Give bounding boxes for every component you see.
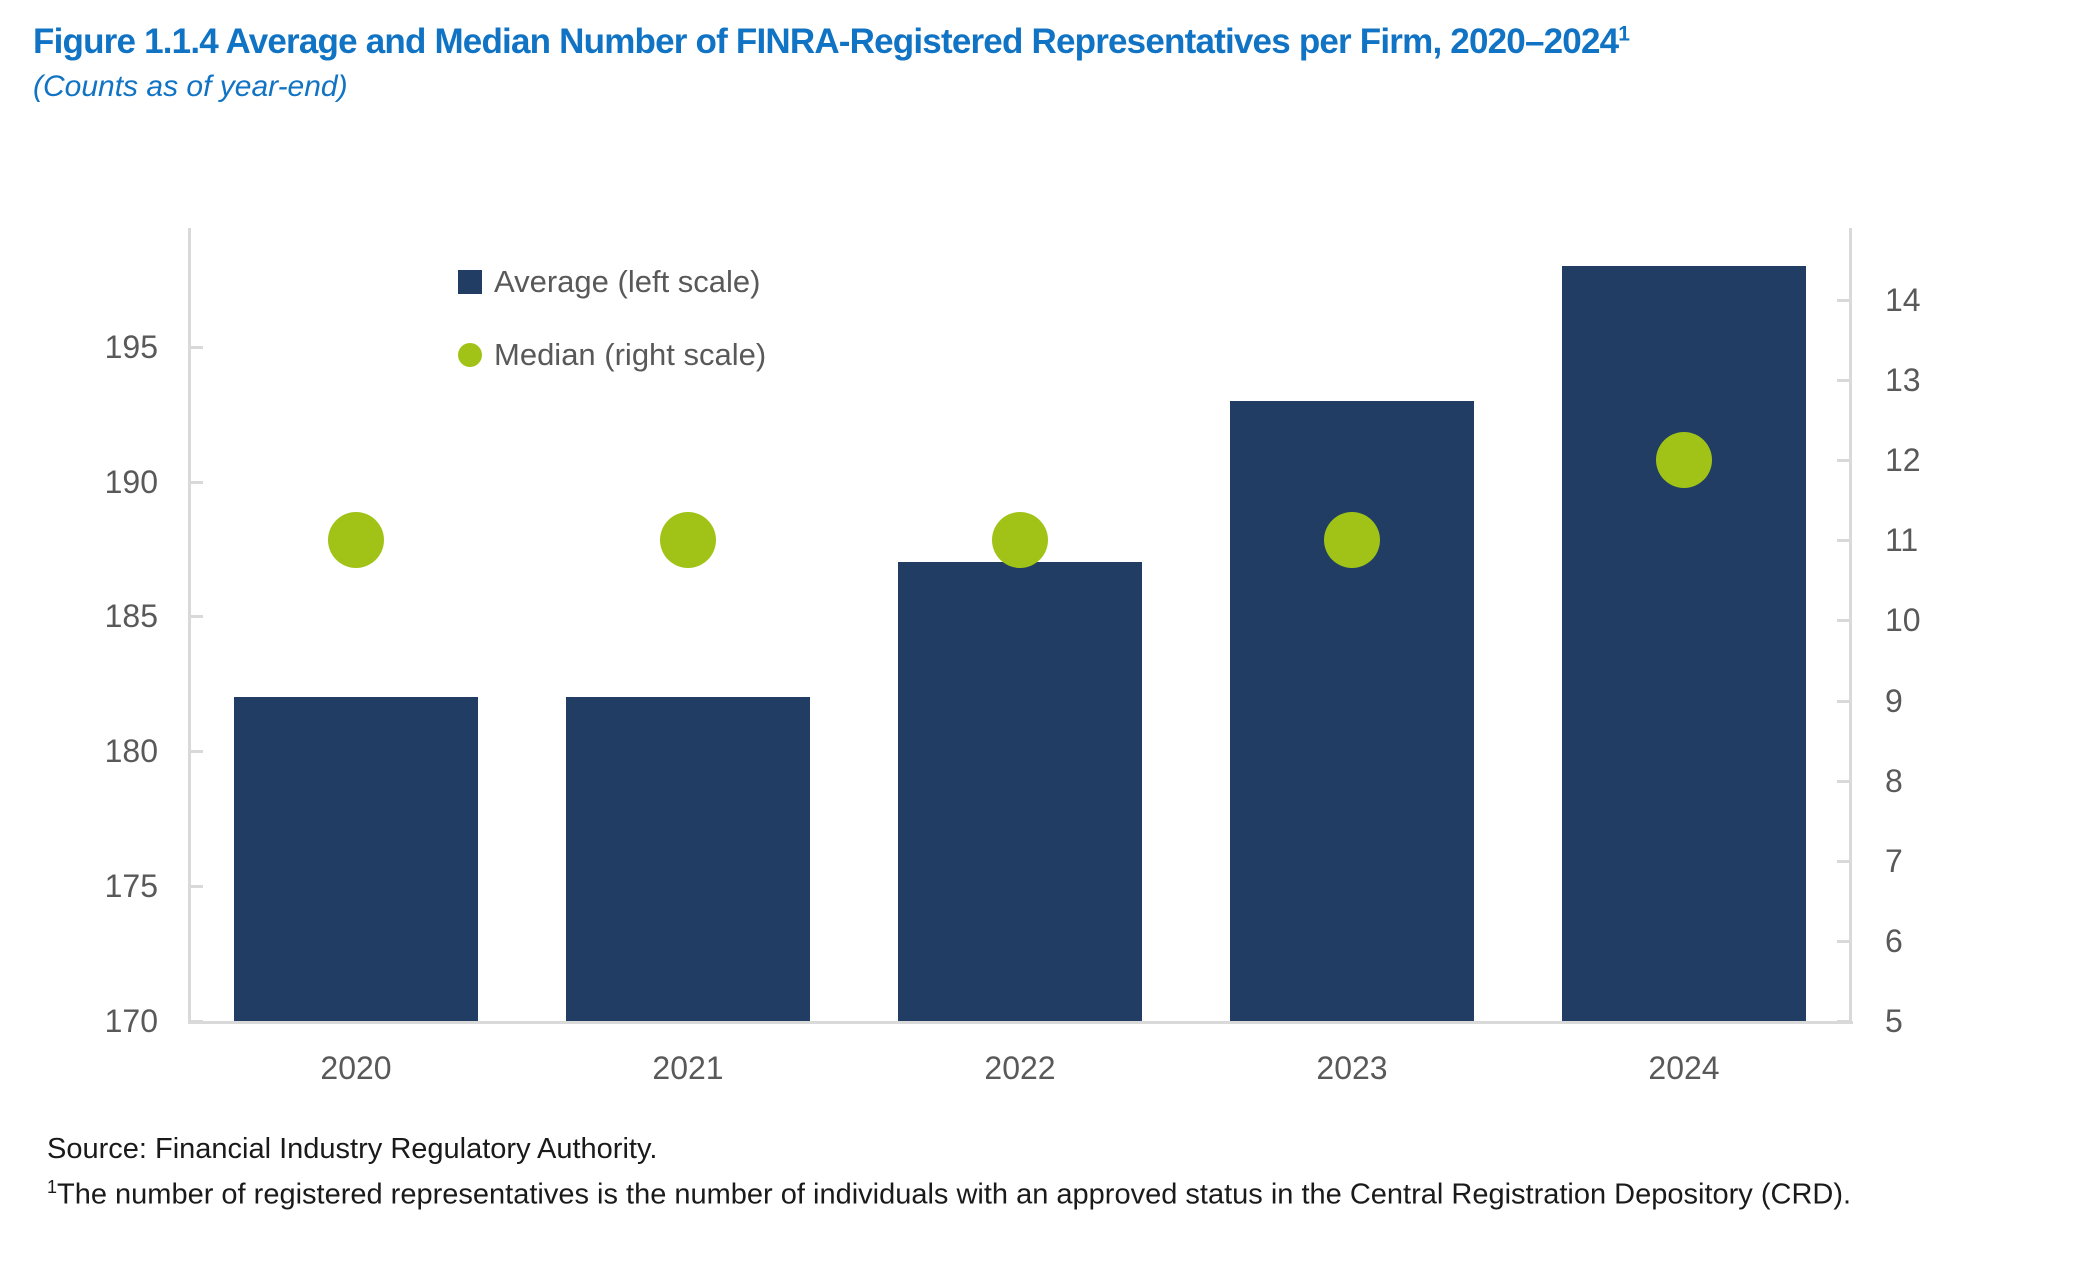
right-y-axis-tick xyxy=(1837,299,1850,303)
left-y-axis-tick-label: 180 xyxy=(104,733,158,770)
average-bar-2022 xyxy=(898,562,1142,1021)
right-y-axis-tick-label: 7 xyxy=(1885,842,1903,879)
right-y-axis-tick xyxy=(1837,539,1850,543)
right-y-axis-tick xyxy=(1837,619,1850,623)
average-bar-2023 xyxy=(1230,400,1474,1021)
chart-legend: Average (left scale) Median (right scale… xyxy=(458,262,766,408)
left-y-axis-tick-label: 195 xyxy=(104,328,158,365)
x-axis-label-2020: 2020 xyxy=(320,1050,392,1086)
right-y-axis-tick-label: 14 xyxy=(1885,282,1921,319)
legend-label-median: Median (right scale) xyxy=(494,337,767,372)
right-y-axis-tick-label: 5 xyxy=(1885,1003,1903,1039)
left-y-axis-tick-label: 175 xyxy=(104,868,158,905)
figure-subtitle: (Counts as of year-end) xyxy=(33,70,348,103)
right-y-axis-tick-label: 9 xyxy=(1885,682,1903,719)
median-dot-2023 xyxy=(1324,512,1380,569)
left-y-axis-tick xyxy=(190,615,203,619)
left-y-axis-tick-label: 190 xyxy=(104,463,158,500)
x-axis-label-2023: 2023 xyxy=(1316,1050,1388,1086)
left-y-axis-tick-label: 170 xyxy=(104,1003,158,1039)
average-bar-2020 xyxy=(234,697,478,1021)
footnote-marker: 1 xyxy=(47,1177,58,1197)
left-y-axis-tick xyxy=(190,480,203,484)
footnote-text: The number of registered representatives… xyxy=(57,1178,1852,1211)
average-bar-2024 xyxy=(1562,265,1806,1021)
right-y-axis-tick-label: 6 xyxy=(1885,922,1903,959)
right-y-axis-tick-label: 11 xyxy=(1885,522,1919,559)
x-axis-label-2021: 2021 xyxy=(652,1050,724,1086)
legend-item-average: Average (left scale) xyxy=(458,262,766,302)
right-y-axis-tick xyxy=(1837,459,1850,463)
median-series-swatch-icon xyxy=(458,343,482,367)
right-y-axis-tick-label: 10 xyxy=(1885,602,1921,639)
right-y-axis-tick xyxy=(1837,1020,1850,1023)
footnote: 1The number of registered representative… xyxy=(47,1168,1851,1214)
left-y-axis-line xyxy=(188,228,191,1024)
right-y-axis-tick xyxy=(1837,699,1850,703)
left-y-axis-tick xyxy=(190,1020,203,1023)
x-axis-label-2022: 2022 xyxy=(984,1050,1056,1086)
median-dot-2024 xyxy=(1656,432,1712,489)
right-y-axis-tick xyxy=(1837,859,1850,863)
figure-title: Figure 1.1.4 Average and Median Number o… xyxy=(33,22,1630,62)
right-y-axis-tick xyxy=(1837,779,1850,783)
median-dot-2021 xyxy=(660,512,716,569)
legend-item-median: Median (right scale) xyxy=(458,335,766,375)
left-y-axis-tick xyxy=(190,885,203,889)
figure-title-footnote-marker: 1 xyxy=(1618,22,1630,46)
average-bar-2021 xyxy=(566,697,810,1021)
left-y-axis-tick xyxy=(190,345,203,349)
right-y-axis-tick-label: 12 xyxy=(1885,442,1921,479)
right-y-axis-tick xyxy=(1837,379,1850,383)
right-y-axis-tick xyxy=(1837,939,1850,943)
left-y-axis-tick xyxy=(190,750,203,754)
x-axis-label-2024: 2024 xyxy=(1648,1050,1720,1086)
x-axis-line xyxy=(188,1021,1853,1024)
right-y-axis-tick-label: 8 xyxy=(1885,762,1903,799)
legend-label-average: Average (left scale) xyxy=(494,264,761,299)
figure-title-text: Figure 1.1.4 Average and Median Number o… xyxy=(33,22,1619,61)
right-y-axis-tick-label: 13 xyxy=(1885,362,1921,399)
median-dot-2022 xyxy=(992,512,1048,569)
left-y-axis-tick-label: 185 xyxy=(104,598,158,635)
right-y-axis-line xyxy=(1849,228,1852,1024)
median-dot-2020 xyxy=(328,512,384,569)
average-series-swatch-icon xyxy=(458,270,482,294)
footer: Source: Financial Industry Regulatory Au… xyxy=(47,1130,1851,1214)
source-note: Source: Financial Industry Regulatory Au… xyxy=(47,1133,658,1165)
